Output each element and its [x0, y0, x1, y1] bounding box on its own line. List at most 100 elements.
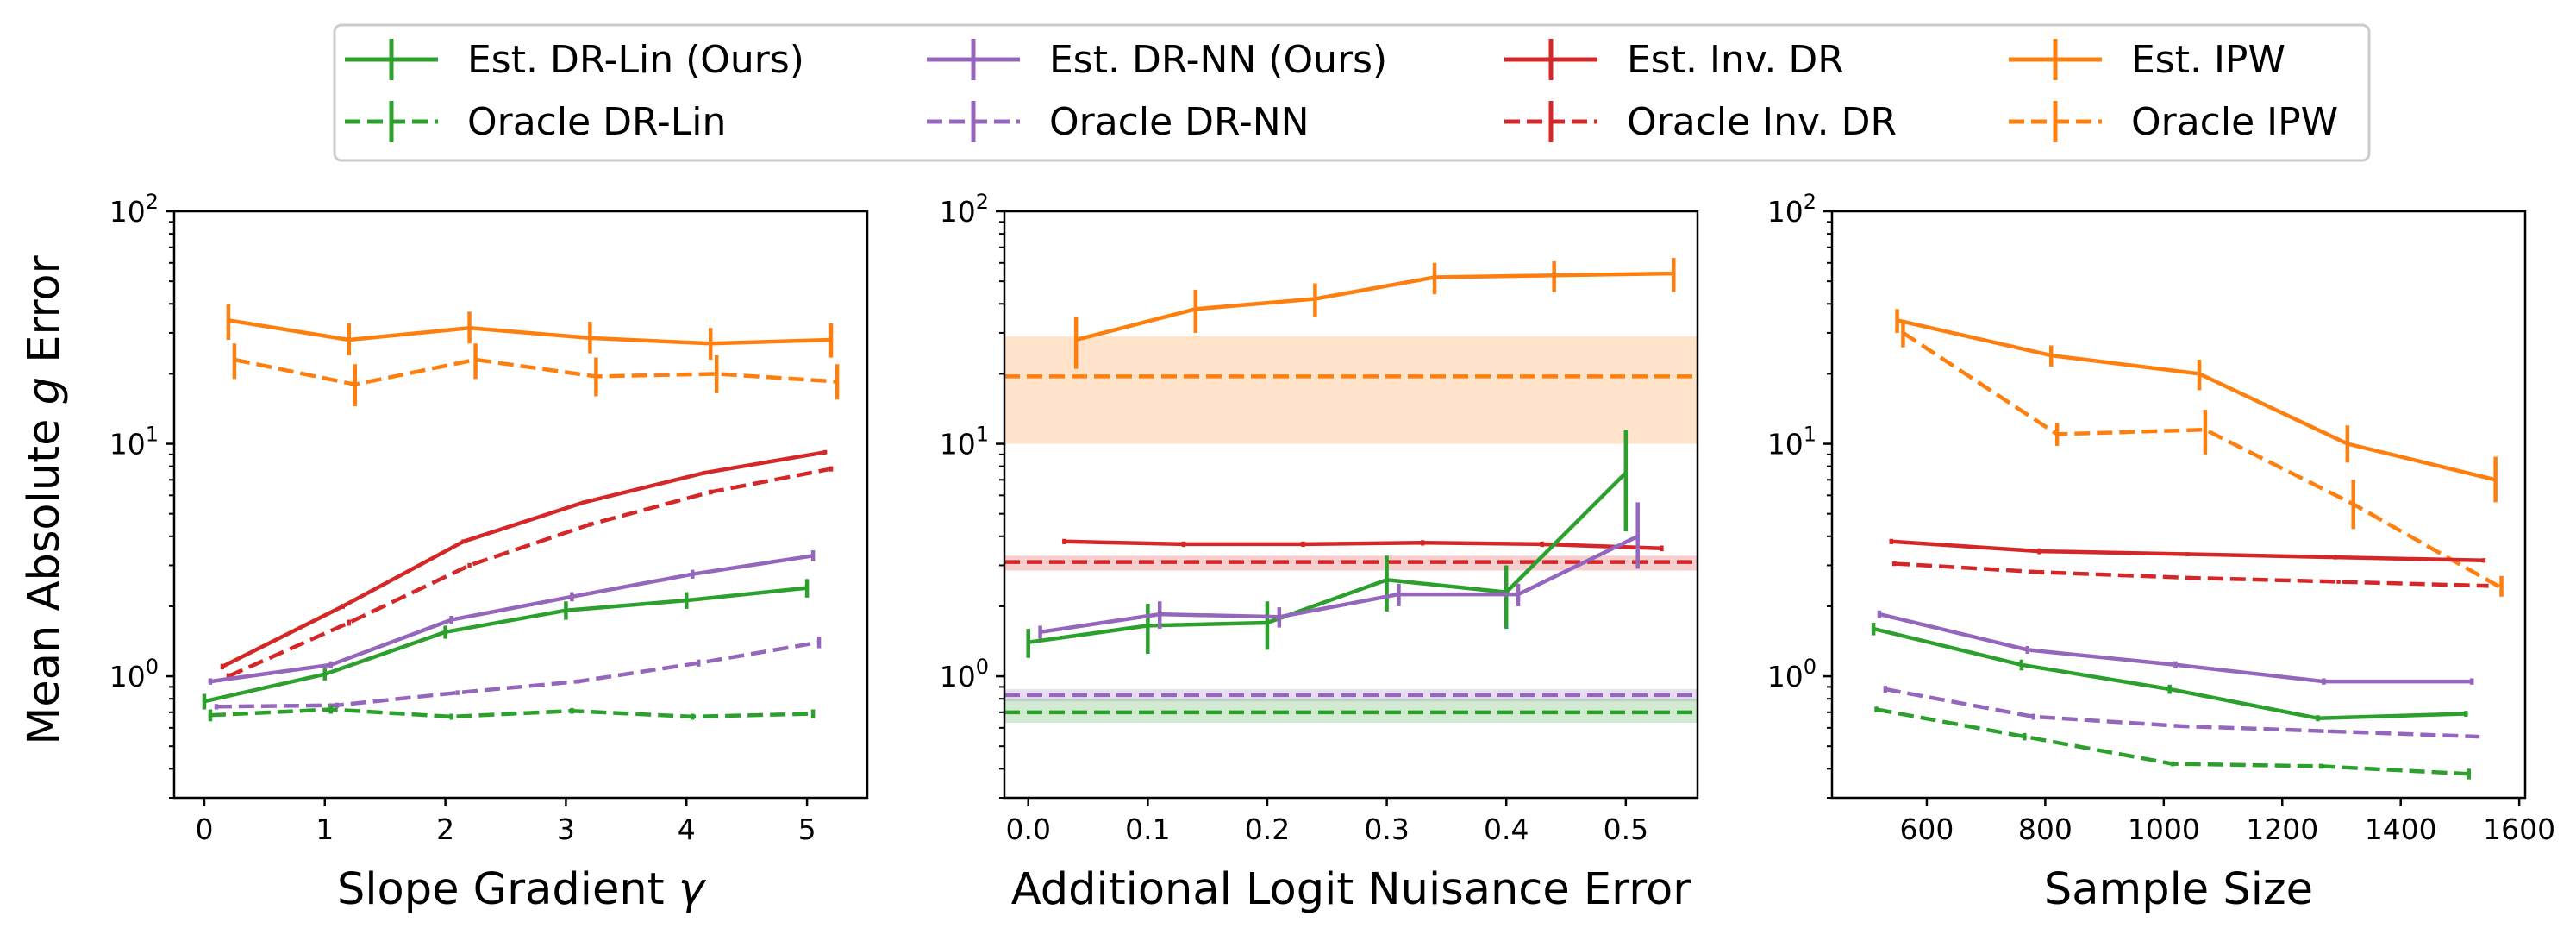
legend-item-est-dr-nn-ours: Est. DR-NN (Ours) [927, 38, 1387, 82]
series-est-inv-dr [220, 449, 828, 670]
panel-logit-nuisance-error: 0.0 0.1 0.2 0.3 0.4 0.5 Additional Logit Nuisa… [940, 190, 1699, 915]
x-tick-label: 1200 [2246, 812, 2318, 846]
y-tick-label: 100 [1767, 655, 1816, 693]
series-oracle-dr-lin [1874, 706, 2471, 780]
y-axis: 100 101 102 [940, 190, 1004, 799]
legend-label: Oracle DR-NN [1049, 100, 1310, 144]
series-oracle-dr-nn [1883, 686, 2480, 739]
y-tick-label: 101 [109, 423, 159, 461]
x-tick-label: 0 [195, 812, 213, 846]
y-tick-label: 102 [109, 190, 159, 229]
series-line [234, 357, 838, 386]
series-line [1894, 561, 2487, 588]
legend-label: Oracle Inv. DR [1627, 100, 1897, 144]
legend-item-est-dr-lin-ours: Est. DR-Lin (Ours) [345, 38, 804, 82]
y-tick-label: 101 [940, 423, 989, 461]
panel-slope-gradient: 0 1 2 3 4 5 Slope Gradient γ 100 101 102 [109, 190, 869, 915]
x-axis: 600 800 1000 1200 1400 1600 Sample Size [1899, 798, 2555, 915]
series-line [1879, 612, 2473, 684]
series-line [1891, 539, 2484, 563]
x-tick-label: 1000 [2128, 812, 2200, 846]
axes-frame [172, 210, 869, 800]
x-tick-label: 1 [316, 812, 334, 846]
x-tick-label: 0.3 [1364, 812, 1409, 846]
series-line [1040, 534, 1639, 635]
axes-frame [1830, 210, 2527, 800]
plot-area [1871, 309, 2504, 780]
y-tick-label: 100 [109, 655, 159, 693]
legend-label: Oracle IPW [2131, 100, 2338, 144]
legend-label: Est. Inv. DR [1627, 38, 1844, 82]
series-line [221, 450, 826, 668]
x-tick-label: 0.4 [1484, 812, 1529, 846]
x-tick-label: 1600 [2483, 812, 2555, 846]
series-line [1897, 318, 2497, 482]
series-line [209, 554, 814, 684]
plot-area [202, 304, 840, 722]
x-axis-label: Sample Size [2044, 864, 2313, 915]
x-tick-label: 4 [678, 812, 696, 846]
series-est-ipw [1073, 258, 1676, 369]
series-oracle-inv-dr [1891, 561, 2489, 588]
series-est-ipw [1895, 309, 2498, 503]
legend-item-oracle-ipw: Oracle IPW [2009, 100, 2338, 144]
x-tick-label: 600 [1899, 812, 1954, 846]
series-est-dr-nn-ours [1038, 502, 1640, 639]
y-tick-label: 102 [1767, 190, 1816, 229]
series-est-inv-dr [1062, 538, 1664, 552]
band-oracle-ipw [1004, 336, 1698, 444]
legend: Est. DR-Lin (Ours) Oracle DR-Lin Est. DR-N… [333, 23, 2371, 162]
legend-frame [333, 23, 2371, 162]
x-tick-label: 0.2 [1245, 812, 1290, 846]
series-oracle-ipw [1901, 320, 2504, 597]
series-est-inv-dr [1889, 538, 2486, 563]
y-axis: 100 101 102 [109, 190, 174, 799]
series-line [1075, 271, 1674, 342]
series-line [228, 318, 832, 346]
series-line [1064, 539, 1662, 551]
legend-item-est-inv-dr: Est. Inv. DR [1504, 38, 1844, 82]
series-est-dr-lin-ours [202, 579, 810, 710]
series-line [227, 467, 832, 679]
band-fill [1004, 336, 1698, 444]
x-axis: 0 1 2 3 4 5 Slope Gradient γ [195, 798, 816, 915]
legend-item-oracle-dr-lin: Oracle DR-Lin [345, 100, 726, 144]
series-line [209, 707, 814, 719]
x-tick-label: 5 [798, 812, 816, 846]
x-tick-label: 2 [436, 812, 454, 846]
x-tick-label: 1400 [2365, 812, 2437, 846]
series-est-dr-nn-ours [208, 550, 816, 685]
legend-item-oracle-inv-dr: Oracle Inv. DR [1504, 100, 1897, 144]
series-est-dr-lin-ours [1871, 622, 2468, 722]
x-axis-label: Slope Gradient γ [337, 864, 707, 915]
x-tick-label: 0.5 [1604, 812, 1648, 846]
axes-frame [1003, 210, 1699, 800]
series-line [1885, 687, 2479, 739]
x-axis-label: Additional Logit Nuisance Error [1011, 864, 1691, 915]
legend-label: Est. IPW [2131, 38, 2285, 82]
panel-sample-size: 600 800 1000 1200 1400 1600 Sample Size 100 101 1… [1767, 190, 2555, 915]
series-est-dr-nn-ours [1877, 610, 2474, 685]
y-axis-label: Mean Absolute g Error [19, 255, 70, 744]
legend-label: Est. DR-Lin (Ours) [467, 38, 804, 82]
x-tick-label: 800 [2018, 812, 2073, 846]
band-oracle-dr-lin [1004, 699, 1698, 724]
series-oracle-dr-lin [208, 705, 816, 722]
legend-label: Est. DR-NN (Ours) [1049, 38, 1387, 82]
series-est-ipw [226, 304, 834, 361]
series-line [1028, 471, 1628, 644]
series-oracle-dr-nn [214, 637, 822, 710]
series-oracle-inv-dr [226, 466, 834, 680]
x-tick-label: 0.0 [1005, 812, 1050, 846]
x-tick-label: 0.1 [1125, 812, 1170, 846]
band-oracle-dr-nn [1004, 689, 1698, 702]
y-tick-label: 100 [940, 655, 989, 693]
series-est-dr-lin-ours [1026, 430, 1629, 658]
x-tick-label: 3 [557, 812, 575, 846]
y-tick-label: 101 [1767, 423, 1816, 461]
legend-item-oracle-dr-nn: Oracle DR-NN [927, 100, 1310, 144]
legend-item-est-ipw: Est. IPW [2009, 38, 2285, 82]
legend-label: Oracle DR-Lin [467, 100, 726, 144]
band-oracle-inv-dr [1004, 555, 1698, 571]
